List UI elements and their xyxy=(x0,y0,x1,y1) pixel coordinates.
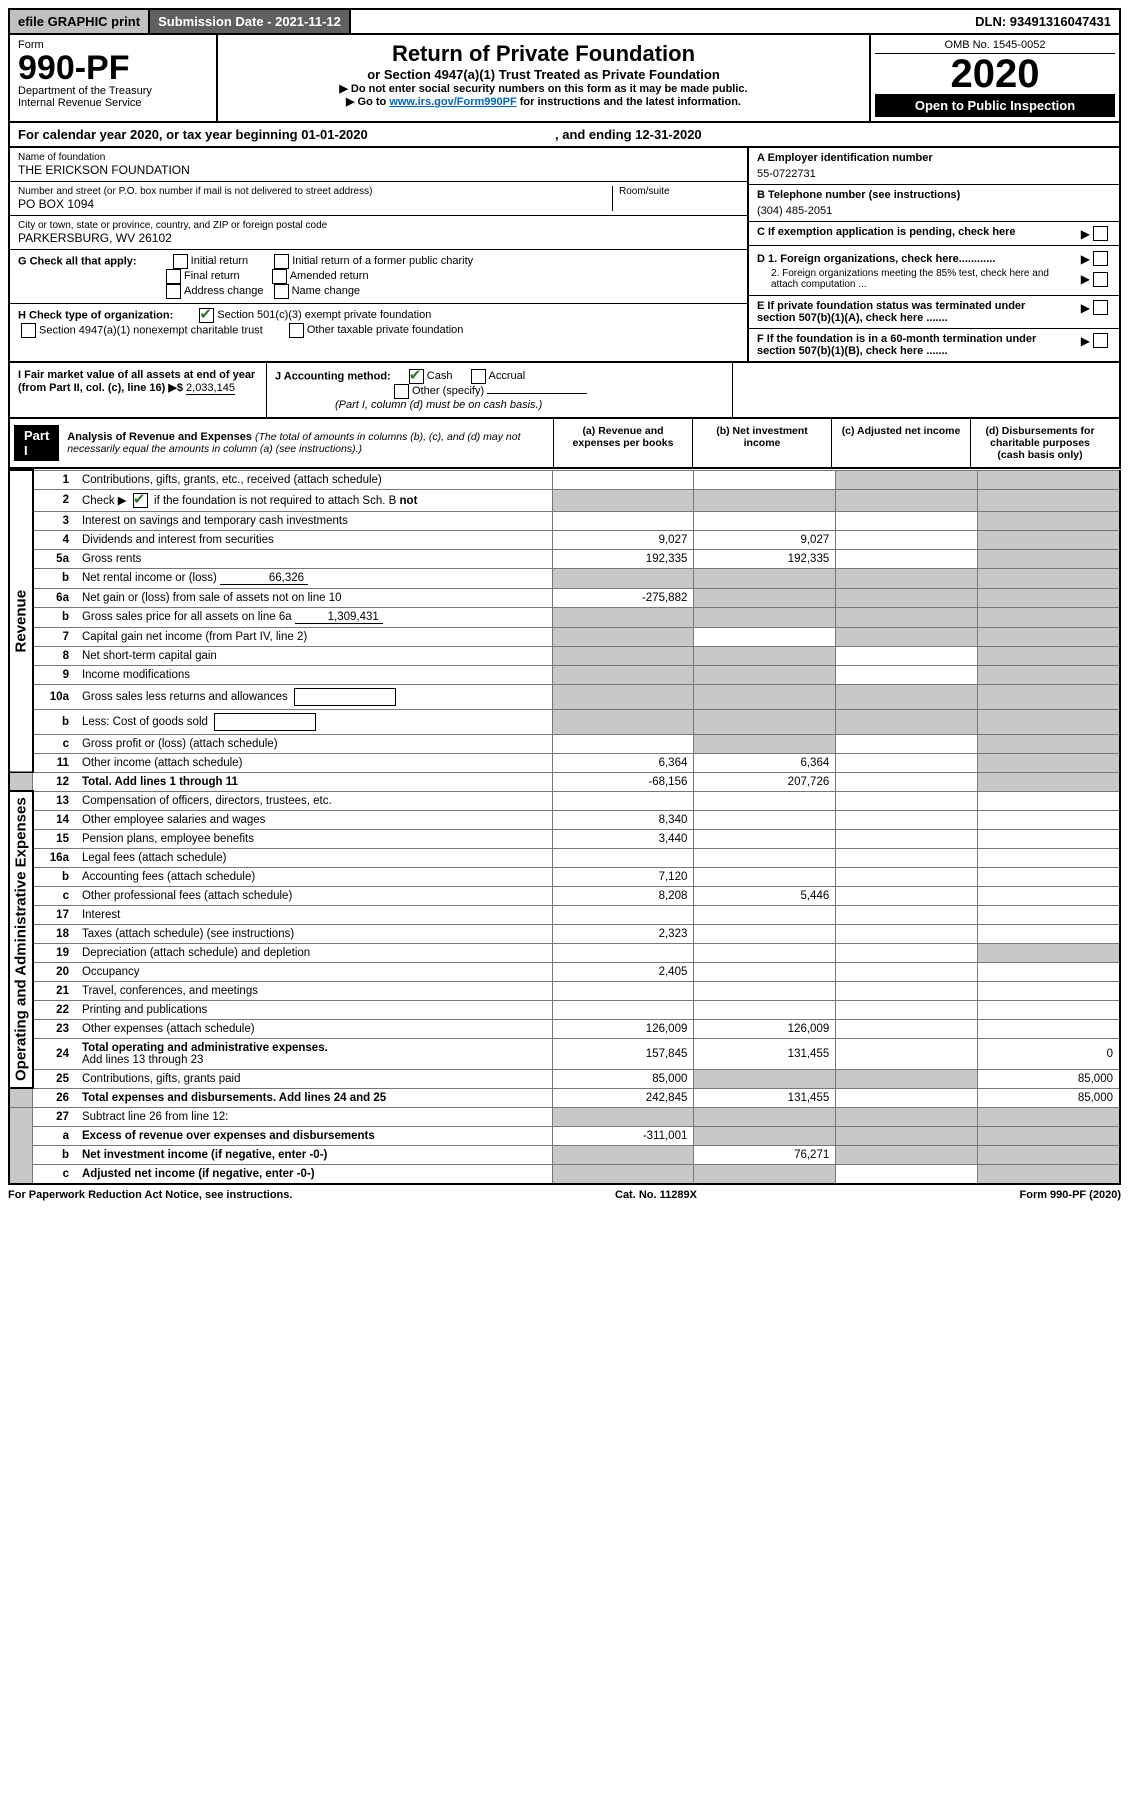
phone: (304) 485-2051 xyxy=(757,201,1111,217)
col-c: (c) Adjusted net income xyxy=(832,419,971,467)
fmv: 2,033,145 xyxy=(186,382,235,395)
ij-row: I Fair market value of all assets at end… xyxy=(8,363,1121,419)
b-label: B Telephone number (see instructions) xyxy=(757,189,1111,201)
j-label: J Accounting method: xyxy=(275,370,391,382)
chk-other-tax[interactable] xyxy=(289,323,304,338)
cal-mid: , and ending xyxy=(555,127,635,142)
note2-post: for instructions and the latest informat… xyxy=(517,96,741,108)
info-block: Name of foundation THE ERICKSON FOUNDATI… xyxy=(8,148,1121,363)
chk-initial[interactable] xyxy=(173,254,188,269)
footer-mid: Cat. No. 11289X xyxy=(615,1189,697,1201)
chk-c[interactable] xyxy=(1093,226,1108,241)
g-label: G Check all that apply: xyxy=(18,255,137,267)
chk-address[interactable] xyxy=(166,284,181,299)
city: PARKERSBURG, WV 26102 xyxy=(18,231,739,245)
tax-year: 2020 xyxy=(875,54,1115,94)
side-revenue: Revenue xyxy=(9,470,33,772)
part1-header: Part I Analysis of Revenue and Expenses … xyxy=(8,419,1121,469)
top-bar: efile GRAPHIC print Submission Date - 20… xyxy=(8,8,1121,35)
city-label: City or town, state or province, country… xyxy=(18,220,739,231)
ein: 55-0722731 xyxy=(757,164,1111,180)
d2-label: 2. Foreign organizations meeting the 85%… xyxy=(757,268,1051,290)
room-label: Room/suite xyxy=(619,186,739,197)
chk-e[interactable] xyxy=(1093,300,1108,315)
chk-amended[interactable] xyxy=(272,269,287,284)
footer-left: For Paperwork Reduction Act Notice, see … xyxy=(8,1189,292,1201)
chk-d2[interactable] xyxy=(1093,272,1108,287)
e-label: E If private foundation status was termi… xyxy=(757,300,1047,324)
chk-other-acct[interactable] xyxy=(394,384,409,399)
chk-501c3[interactable] xyxy=(199,308,214,323)
form-link[interactable]: www.irs.gov/Form990PF xyxy=(389,96,516,108)
c-label: C If exemption application is pending, c… xyxy=(757,226,1016,238)
form-note1: ▶ Do not enter social security numbers o… xyxy=(224,82,863,95)
form-note2: ▶ Go to www.irs.gov/Form990PF for instru… xyxy=(224,95,863,108)
calendar-year-row: For calendar year 2020, or tax year begi… xyxy=(8,123,1121,148)
side-operating: Operating and Administrative Expenses xyxy=(9,791,33,1088)
chk-cash[interactable] xyxy=(409,369,424,384)
d1-label: D 1. Foreign organizations, check here..… xyxy=(757,253,995,265)
foundation-name: THE ERICKSON FOUNDATION xyxy=(18,163,739,177)
dept: Department of the Treasury xyxy=(18,85,208,97)
chk-name[interactable] xyxy=(274,284,289,299)
cal-end: 12-31-2020 xyxy=(635,127,702,142)
j-note: (Part I, column (d) must be on cash basi… xyxy=(335,399,542,411)
irs: Internal Revenue Service xyxy=(18,97,208,109)
chk-accrual[interactable] xyxy=(471,369,486,384)
form-subtitle: or Section 4947(a)(1) Trust Treated as P… xyxy=(224,67,863,82)
h-label: H Check type of organization: xyxy=(18,309,173,321)
part1-title: Analysis of Revenue and Expenses xyxy=(67,431,252,443)
chk-schb[interactable] xyxy=(133,493,148,508)
col-b: (b) Net investment income xyxy=(693,419,832,467)
form-header: Form 990-PF Department of the Treasury I… xyxy=(8,35,1121,123)
submission-date: Submission Date - 2021-11-12 xyxy=(150,10,351,33)
chk-d1[interactable] xyxy=(1093,251,1108,266)
name-label: Name of foundation xyxy=(18,152,739,163)
col-a: (a) Revenue and expenses per books xyxy=(554,419,693,467)
cal-begin: 01-01-2020 xyxy=(301,127,368,142)
form-number: 990-PF xyxy=(18,51,208,85)
open-inspection: Open to Public Inspection xyxy=(875,94,1115,117)
lines-table: Revenue 1 Contributions, gifts, grants, … xyxy=(8,469,1121,1185)
dln: DLN: 93491316047431 xyxy=(967,10,1119,33)
chk-4947[interactable] xyxy=(21,323,36,338)
chk-final[interactable] xyxy=(166,269,181,284)
g-row: G Check all that apply: Initial return I… xyxy=(10,250,747,304)
part1-label: Part I xyxy=(14,425,59,461)
h-row: H Check type of organization: Section 50… xyxy=(10,304,747,342)
footer: For Paperwork Reduction Act Notice, see … xyxy=(8,1185,1121,1205)
form-title: Return of Private Foundation xyxy=(224,41,863,67)
addr-label: Number and street (or P.O. box number if… xyxy=(18,186,612,197)
footer-right: Form 990-PF (2020) xyxy=(1020,1189,1121,1201)
cal-pre: For calendar year 2020, or tax year begi… xyxy=(18,127,301,142)
chk-initial-former[interactable] xyxy=(274,254,289,269)
a-label: A Employer identification number xyxy=(757,152,1111,164)
addr: PO BOX 1094 xyxy=(18,197,612,211)
efile-label: efile GRAPHIC print xyxy=(10,10,150,33)
note2-pre: ▶ Go to xyxy=(346,96,389,108)
chk-f[interactable] xyxy=(1093,333,1108,348)
col-d: (d) Disbursements for charitable purpose… xyxy=(971,419,1109,467)
f-label: F If the foundation is in a 60-month ter… xyxy=(757,333,1047,357)
